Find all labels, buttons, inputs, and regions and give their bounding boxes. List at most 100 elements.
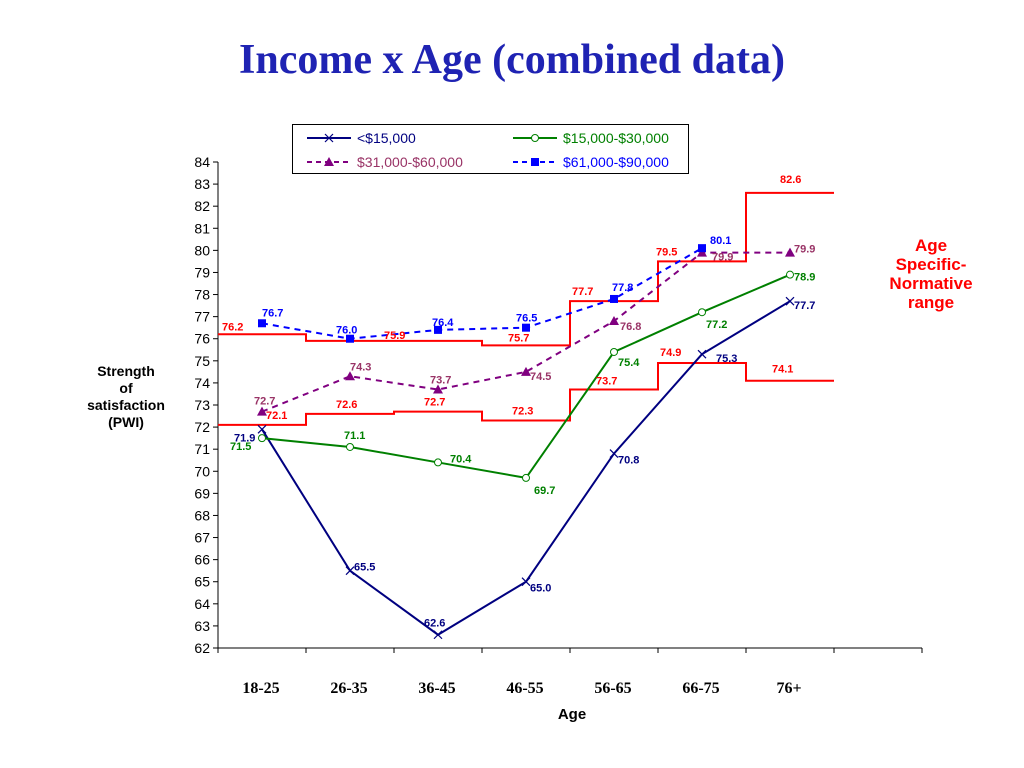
range-label: 72.7 — [424, 397, 445, 409]
y-tick-label: 81 — [194, 220, 210, 236]
data-label: 77.8 — [612, 282, 633, 294]
y-tick-label: 65 — [194, 574, 210, 590]
data-label: 75.3 — [716, 353, 737, 365]
y-tick-label: 64 — [194, 596, 210, 612]
range-label: 76.2 — [222, 321, 243, 333]
x-category-label: 36-45 — [397, 680, 477, 698]
data-point-x-marker — [786, 297, 794, 305]
data-point-x-marker — [698, 350, 706, 358]
y-axis-title-line: Strength — [76, 363, 176, 380]
data-label: 79.9 — [794, 244, 815, 256]
y-tick-label: 75 — [194, 353, 210, 369]
y-tick-label: 69 — [194, 485, 210, 501]
note-line: Specific- — [872, 255, 990, 274]
legend-marker-x-icon — [305, 130, 353, 146]
data-point-square-marker — [698, 244, 706, 252]
data-label: 71.5 — [230, 441, 251, 453]
data-label: 70.4 — [450, 453, 472, 465]
data-point-x-marker — [434, 631, 442, 639]
data-label: 77.2 — [706, 319, 727, 331]
data-label: 76.4 — [432, 317, 454, 329]
range-label: 75.7 — [508, 332, 529, 344]
y-tick-label: 83 — [194, 176, 210, 192]
legend-label-s1: <$15,000 — [357, 130, 416, 146]
normative-range-note: Age Specific- Normative range — [872, 236, 990, 312]
note-line: Normative — [872, 274, 990, 293]
data-label: 65.5 — [354, 562, 375, 574]
range-label: 74.9 — [660, 347, 681, 359]
range-label: 72.6 — [336, 399, 357, 411]
data-label: 74.3 — [350, 361, 371, 373]
range-label: 72.3 — [512, 405, 533, 417]
data-label: 74.5 — [530, 371, 551, 383]
data-label: 70.8 — [618, 455, 639, 467]
y-tick-label: 72 — [194, 419, 210, 435]
data-point-circle-marker — [611, 348, 618, 355]
range-label: 72.1 — [266, 410, 287, 422]
legend: <$15,000 $15,000-$30,000 $31,000-$60,000… — [292, 124, 689, 174]
x-category-label: 26-35 — [309, 680, 389, 698]
y-tick-label: 77 — [194, 309, 210, 325]
data-point-triangle-marker — [609, 316, 619, 325]
y-tick-label: 79 — [194, 264, 210, 280]
x-category-label: 76+ — [749, 680, 829, 698]
data-point-x-marker — [346, 567, 354, 575]
y-tick-label: 76 — [194, 331, 210, 347]
note-line: range — [872, 293, 990, 312]
range-label: 79.5 — [656, 246, 677, 258]
y-tick-label: 73 — [194, 397, 210, 413]
data-point-square-marker — [258, 319, 266, 327]
data-label: 71.1 — [344, 430, 365, 442]
x-category-label: 56-65 — [573, 680, 653, 698]
data-label: 80.1 — [710, 235, 731, 247]
range-label: 74.1 — [772, 364, 793, 376]
legend-marker-square-icon — [511, 154, 559, 170]
data-label: 76.0 — [336, 325, 357, 337]
data-label: 78.9 — [794, 272, 815, 284]
legend-marker-triangle-icon — [305, 154, 353, 170]
data-point-circle-marker — [347, 443, 354, 450]
x-axis-title: Age — [522, 706, 622, 723]
data-point-circle-marker — [699, 309, 706, 316]
y-axis-title-line: (PWI) — [76, 414, 176, 431]
x-category-label: 66-75 — [661, 680, 741, 698]
y-tick-label: 66 — [194, 552, 210, 568]
series-markers — [257, 244, 795, 639]
y-tick-label: 68 — [194, 507, 210, 523]
y-tick-label: 84 — [194, 154, 210, 170]
range-label: 73.7 — [596, 376, 617, 388]
legend-marker-circle-icon — [511, 130, 559, 146]
series-line-2 — [262, 275, 790, 478]
legend-label-s2: $15,000-$30,000 — [563, 130, 669, 146]
data-label: 75.4 — [618, 357, 640, 369]
note-line: Age — [872, 236, 990, 255]
data-point-circle-marker — [435, 459, 442, 466]
point-labels: 71.9 65.5 62.6 65.0 70.8 75.3 77.7 71.5 71.1 70.4… — [222, 174, 815, 630]
y-tick-label: 82 — [194, 198, 210, 214]
data-point-square-marker — [610, 295, 618, 303]
data-label: 79.9 — [712, 252, 733, 264]
y-axis-title: Strength of satisfaction (PWI) — [76, 363, 176, 431]
range-label: 75.9 — [384, 330, 405, 342]
range-label: 77.7 — [572, 286, 593, 298]
y-tick-label: 78 — [194, 287, 210, 303]
data-label: 76.8 — [620, 321, 641, 333]
data-point-circle-marker — [787, 271, 794, 278]
series-lines — [262, 248, 790, 635]
series-line-1 — [262, 301, 790, 635]
data-label: 76.5 — [516, 313, 537, 325]
y-tick-label: 67 — [194, 530, 210, 546]
y-tick-label: 62 — [194, 640, 210, 656]
data-label: 72.7 — [254, 396, 275, 408]
data-point-circle-marker — [259, 435, 266, 442]
legend-label-s3: $31,000-$60,000 — [357, 154, 463, 170]
y-tick-label: 63 — [194, 618, 210, 634]
data-point-circle-marker — [523, 474, 530, 481]
data-label: 73.7 — [430, 375, 451, 387]
data-point-x-marker — [522, 578, 530, 586]
data-label: 65.0 — [530, 583, 551, 595]
legend-label-s4: $61,000-$90,000 — [563, 154, 669, 170]
y-tick-label: 74 — [194, 375, 210, 391]
y-tick-label: 80 — [194, 242, 210, 258]
y-tick-label: 70 — [194, 463, 210, 479]
